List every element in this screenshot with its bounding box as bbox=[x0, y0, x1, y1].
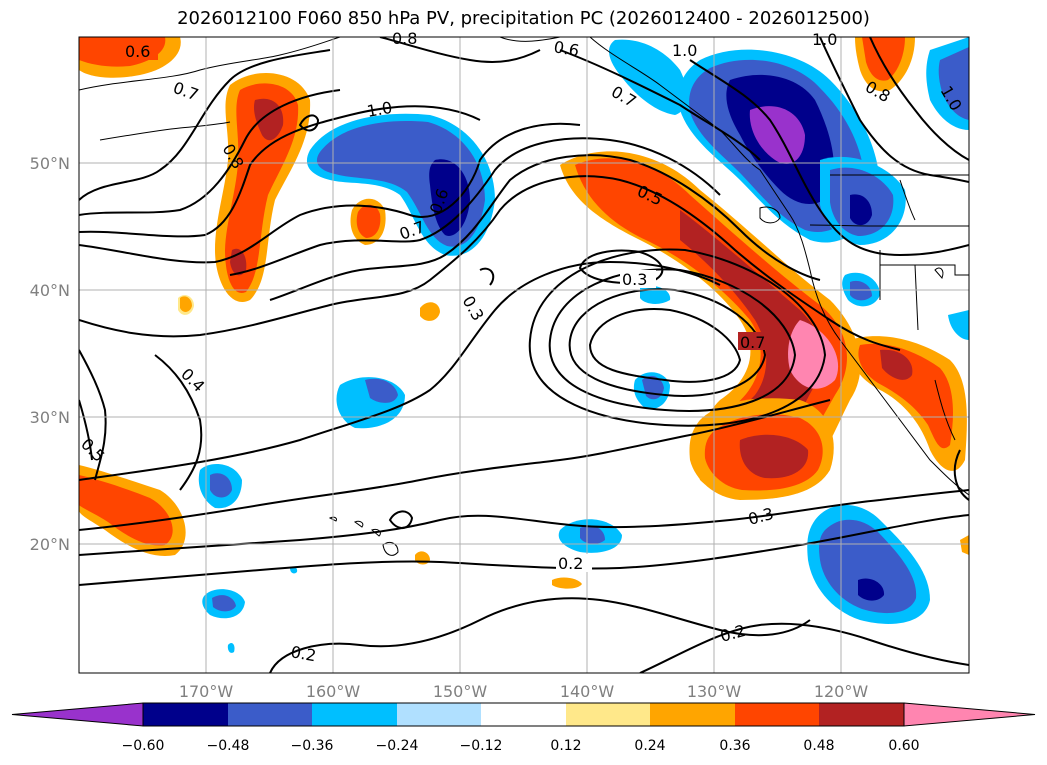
lon-label: 160°W bbox=[306, 682, 361, 701]
lat-label: 20°N bbox=[30, 535, 70, 554]
colorbar-tick-label: 0.36 bbox=[719, 738, 750, 754]
contour-label: 0.2 bbox=[289, 642, 317, 665]
colorbar-tick-label: −0.48 bbox=[207, 738, 250, 754]
colorbar-tick-label: 0.48 bbox=[803, 738, 834, 754]
contour-label: 1.0 bbox=[672, 41, 697, 60]
chart-title: 2026012100 F060 850 hPa PV, precipitatio… bbox=[177, 8, 870, 29]
contour-label: 0.7 bbox=[740, 333, 765, 352]
colorbar-extend-high bbox=[903, 702, 1036, 727]
map-frame bbox=[78, 36, 970, 674]
colorbar-cell bbox=[650, 703, 735, 726]
lon-label: 140°W bbox=[560, 682, 615, 701]
contour-label: 0.3 bbox=[622, 270, 647, 289]
colorbar-tick-label: −0.12 bbox=[460, 738, 503, 754]
lon-label: 130°W bbox=[687, 682, 742, 701]
lat-label: 30°N bbox=[30, 408, 70, 427]
contour-label: 0.8 bbox=[392, 29, 417, 48]
contour-label: 0.2 bbox=[558, 554, 583, 573]
colorbar-tick-label: −0.24 bbox=[376, 738, 419, 754]
coastlines bbox=[79, 37, 969, 556]
latitude-labels: 50°N 40°N 30°N 20°N bbox=[30, 154, 70, 554]
lat-label: 50°N bbox=[30, 154, 70, 173]
lon-label: 120°W bbox=[814, 682, 869, 701]
colorbar-tick-label: 0.60 bbox=[888, 738, 919, 754]
gridlines bbox=[79, 37, 969, 673]
precip-negative-shading bbox=[198, 37, 969, 653]
colorbar-cell bbox=[566, 703, 650, 726]
pv-contours bbox=[79, 37, 969, 673]
colorbar-extend-low bbox=[11, 702, 144, 727]
colorbar-tick-label: 0.24 bbox=[634, 738, 665, 754]
colorbar-cell bbox=[819, 703, 904, 726]
contour-label: 1.0 bbox=[365, 98, 393, 121]
colorbar-tick-label: −0.36 bbox=[291, 738, 334, 754]
lon-label: 150°W bbox=[433, 682, 488, 701]
lon-label: 170°W bbox=[179, 682, 234, 701]
colorbar-tick-label: −0.60 bbox=[122, 738, 165, 754]
colorbar-cell bbox=[228, 703, 312, 726]
colorbar-tick-label: 0.12 bbox=[550, 738, 581, 754]
contour-label: 0.6 bbox=[125, 42, 150, 61]
colorbar-cell bbox=[735, 703, 819, 726]
colorbar-cell bbox=[397, 703, 481, 726]
colorbar-tick-labels: −0.60 −0.48 −0.36 −0.24 −0.12 0.12 0.24 … bbox=[122, 738, 920, 754]
precip-positive-shading bbox=[79, 37, 969, 589]
colorbar-cell bbox=[481, 703, 566, 726]
longitude-labels: 170°W 160°W 150°W 140°W 130°W 120°W bbox=[179, 682, 869, 701]
contour-label: 1.0 bbox=[812, 30, 837, 49]
colorbar-cell bbox=[143, 703, 228, 726]
colorbar-frame bbox=[142, 702, 905, 727]
lat-label: 40°N bbox=[30, 281, 70, 300]
colorbar-cells bbox=[11, 702, 1036, 727]
colorbar-cell bbox=[312, 703, 397, 726]
contour-label: 0.6 bbox=[552, 37, 580, 60]
map-panel: 0.6 0.7 0.8 1.0 0.7 0.6 0.3 0.4 0.5 0.6 … bbox=[30, 29, 970, 701]
colorbar: −0.60 −0.48 −0.36 −0.24 −0.12 0.12 0.24 … bbox=[11, 702, 1036, 754]
